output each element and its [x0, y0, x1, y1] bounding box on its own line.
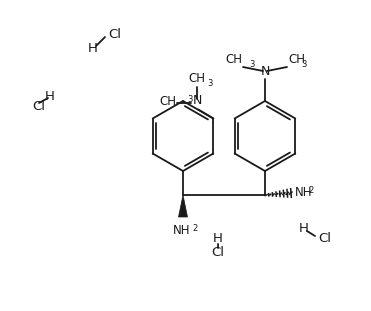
- Text: Cl: Cl: [32, 100, 45, 113]
- Text: H: H: [299, 222, 309, 235]
- Text: Cl: Cl: [211, 247, 224, 259]
- Text: Cl: Cl: [318, 233, 331, 245]
- Text: N: N: [260, 65, 270, 78]
- Text: H: H: [88, 43, 98, 55]
- Text: H: H: [45, 90, 55, 103]
- Text: CH: CH: [159, 95, 176, 108]
- Text: 3: 3: [207, 80, 213, 89]
- Text: 3: 3: [301, 60, 306, 69]
- Text: NH: NH: [295, 185, 312, 198]
- Text: CH: CH: [288, 53, 305, 66]
- Text: 2: 2: [192, 224, 197, 233]
- Text: NH: NH: [173, 224, 191, 237]
- Text: CH: CH: [189, 72, 206, 86]
- Text: 3: 3: [187, 95, 193, 104]
- Text: 2: 2: [308, 186, 313, 195]
- Text: Cl: Cl: [108, 27, 121, 40]
- Polygon shape: [178, 195, 187, 217]
- Text: 3: 3: [249, 60, 255, 69]
- Text: CH: CH: [225, 53, 242, 66]
- Text: N: N: [193, 94, 202, 106]
- Text: H: H: [213, 233, 223, 245]
